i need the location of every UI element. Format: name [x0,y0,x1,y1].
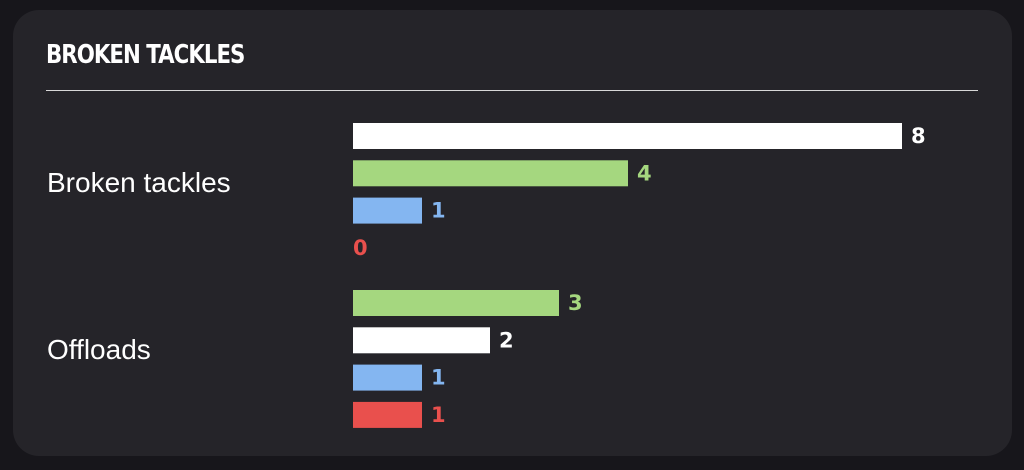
bar-value-offloads-0: 3 [568,291,583,315]
bar-broken-tackles-0 [353,123,902,149]
group-label-offloads: Offloads [47,334,151,365]
bar-value-broken-tackles-1: 4 [637,161,652,185]
bar-chart: 8 4 1 0 3 2 1 1 [353,123,926,428]
bar-offloads-3 [353,401,422,428]
card-title: BROKEN TACKLES [46,40,245,70]
bar-offloads-2 [353,364,422,391]
bar-value-offloads-1: 2 [499,328,514,352]
bar-value-offloads-2: 1 [431,366,446,390]
bar-broken-tackles-2 [353,197,422,224]
bar-offloads-1 [353,327,490,354]
bar-value-offloads-3: 1 [431,403,446,427]
group-label-broken-tackles: Broken tackles [47,167,231,198]
title-divider [46,90,978,91]
bar-offloads-0 [353,290,559,316]
broken-tackles-card: BROKEN TACKLES Broken tackles Offloads 8… [13,10,1012,456]
bar-broken-tackles-1 [353,160,628,187]
bar-value-broken-tackles-0: 8 [911,124,926,148]
bar-value-broken-tackles-3: 0 [353,236,368,260]
bar-value-broken-tackles-2: 1 [431,199,446,223]
